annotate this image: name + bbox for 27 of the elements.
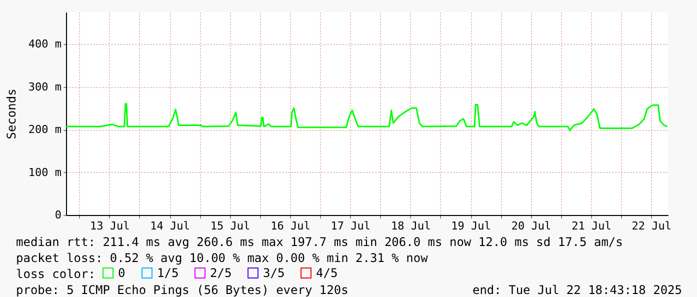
x-tick-label: 18 Jul (390, 220, 431, 232)
text: packet loss: 0.52 % avg 10.00 % max 0.00 % min 2.31 % now (16, 251, 429, 265)
y-tick-label: 0 (54, 208, 62, 222)
legend-label: 0 (118, 266, 126, 280)
legend-label: 4/5 (316, 266, 338, 280)
text: median rtt: 211.4 ms avg 260.6 ms max 197.7 ms min 206.0 ms now 12.0 ms sd 17.5 am/s (16, 235, 623, 249)
x-tick-label: 22 Jul (632, 220, 672, 232)
x-tick-label: 20 Jul (511, 220, 552, 232)
line-series (65, 103, 668, 132)
legend-title: loss color: (16, 267, 96, 281)
y-axis-title: Seconds (4, 88, 18, 140)
x-tick-label: 19 Jul (451, 220, 491, 232)
legend-label: 3/5 (263, 266, 285, 280)
y-tick-label: 100 m (28, 166, 62, 179)
y-tick-label: 300 m (28, 80, 62, 94)
y-tick-label: 200 m (28, 123, 62, 136)
x-tick-label: 17 Jul (330, 220, 371, 232)
x-tick-label: 13 Jul (90, 220, 130, 232)
text: probe: 5 ICMP Echo Pings (56 Bytes) every 120s (16, 283, 348, 297)
x-tick-label: 14 Jul (150, 220, 190, 232)
legend-label: 1/5 (157, 266, 179, 280)
x-tick-label: 15 Jul (210, 220, 250, 232)
y-tick-label: 400 m (28, 38, 62, 51)
legend-label: 2/5 (210, 266, 232, 280)
x-tick-label: 21 Jul (572, 220, 612, 232)
x-tick-label: 16 Jul (270, 220, 310, 232)
text: end: Tue Jul 22 18:43:18 2025 (472, 283, 682, 297)
